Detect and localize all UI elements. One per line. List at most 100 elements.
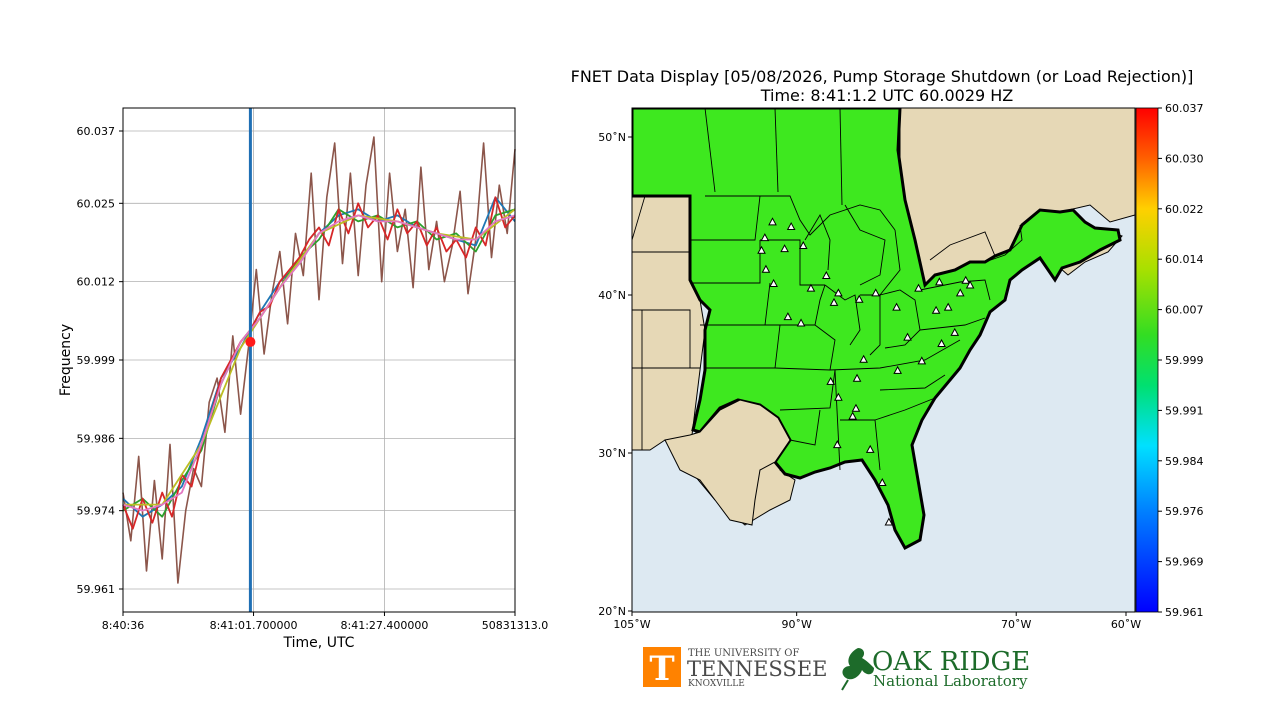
colorbar-tick-label: 59.999 bbox=[1165, 354, 1204, 367]
ut-mark-letter: T bbox=[649, 649, 674, 689]
station-marker bbox=[834, 288, 843, 297]
y-tick-label: 59.986 bbox=[77, 432, 116, 445]
x-axis-label: Time, UTC bbox=[283, 635, 355, 651]
station-marker bbox=[757, 245, 766, 254]
state-border bbox=[765, 284, 826, 326]
station-marker bbox=[917, 356, 927, 365]
station-marker bbox=[871, 288, 881, 297]
station-marker bbox=[884, 517, 894, 526]
station-marker bbox=[965, 280, 975, 289]
station-marker bbox=[768, 217, 777, 226]
state-border bbox=[760, 239, 825, 286]
state-border bbox=[879, 374, 946, 391]
station-marker bbox=[826, 376, 836, 385]
ut-line1: THE UNIVERSITY OF bbox=[688, 648, 799, 659]
western-border bbox=[774, 108, 779, 193]
cursor-marker bbox=[245, 336, 256, 347]
state-border bbox=[844, 204, 886, 286]
colorbar-ticks: 60.037 60.030 60.022 60.014 60.007 59.999 59.9… bbox=[1158, 102, 1204, 619]
state-border bbox=[834, 369, 841, 471]
time-cursor bbox=[245, 108, 256, 612]
map-x-tick-label: 70˚W bbox=[1001, 618, 1031, 631]
map-x-tick-label: 90˚W bbox=[781, 618, 811, 631]
western-border bbox=[632, 195, 646, 241]
state-border bbox=[874, 397, 936, 421]
y-tick-label: 60.012 bbox=[77, 276, 116, 289]
state-border bbox=[760, 195, 896, 236]
station-marker bbox=[935, 277, 944, 286]
x-axis-ticks: 8:40:36 8:41:01.700000 8:41:27.400000 50831… bbox=[102, 612, 548, 632]
map-title-line2: Time: 8:41:1.2 UTC 60.0029 HZ bbox=[760, 86, 1014, 105]
station-marker bbox=[955, 288, 965, 297]
x-tick-label: 8:40:36 bbox=[102, 619, 144, 632]
station-marker bbox=[848, 411, 857, 420]
state-border bbox=[860, 294, 881, 356]
series-line bbox=[122, 136, 516, 584]
grid bbox=[123, 108, 515, 612]
ornl-logo: OAK RIDGE National Laboratory bbox=[841, 647, 1030, 691]
station-marker bbox=[950, 327, 960, 336]
ut-line3: KNOXVILLE bbox=[688, 679, 745, 689]
state-borders bbox=[690, 195, 1023, 471]
station-marker bbox=[961, 275, 971, 284]
y-axis-label: Frequency bbox=[58, 324, 74, 396]
station-marker bbox=[761, 264, 771, 273]
ut-mark bbox=[643, 647, 681, 687]
station-marker bbox=[760, 233, 770, 242]
state-border bbox=[789, 409, 821, 446]
map-x-tick-label: 60˚W bbox=[1111, 618, 1141, 631]
y-tick-label: 60.037 bbox=[77, 125, 116, 138]
map-y-tick-label: 20˚N bbox=[598, 605, 626, 618]
x-tick-label: 8:41:27.400000 bbox=[341, 619, 429, 632]
series-line bbox=[122, 196, 516, 530]
y-tick-label: 60.025 bbox=[77, 197, 116, 210]
station-marker bbox=[914, 283, 923, 292]
station-marker bbox=[892, 302, 901, 311]
map-y-tick-label: 30˚N bbox=[598, 447, 626, 460]
station-marker bbox=[859, 354, 868, 363]
map-title-line1: FNET Data Display [05/08/2026, Pump Stor… bbox=[571, 67, 1194, 86]
colorbar-tick-label: 60.007 bbox=[1165, 304, 1204, 317]
station-marker bbox=[806, 283, 816, 292]
state-border bbox=[984, 224, 1023, 263]
stations-layer bbox=[757, 217, 975, 526]
colorbar-tick-label: 59.984 bbox=[1165, 455, 1204, 468]
y-tick-label: 59.974 bbox=[77, 505, 116, 518]
oak-leaf-icon bbox=[841, 648, 874, 691]
map-y-ticks: 50˚N 40˚N 30˚N 20˚N bbox=[598, 131, 632, 618]
colorbar-gradient bbox=[1136, 108, 1158, 612]
colorbar: 60.037 60.030 60.022 60.014 60.007 59.999 59.9… bbox=[1135, 102, 1204, 619]
station-marker bbox=[798, 240, 808, 250]
state-border bbox=[690, 240, 761, 284]
colorbar-tick-label: 60.022 bbox=[1165, 203, 1204, 216]
x-tick-label: 8:41:01.700000 bbox=[210, 619, 298, 632]
texas-land bbox=[664, 399, 791, 526]
colorbar-tick-label: 60.030 bbox=[1165, 152, 1204, 165]
ornl-line1: OAK RIDGE bbox=[872, 647, 1030, 677]
y-axis-ticks: 59.961 59.974 59.986 59.999 60.012 60.025 60.0… bbox=[77, 125, 123, 596]
state-border bbox=[879, 229, 901, 296]
station-marker bbox=[832, 440, 842, 449]
y-tick-label: 59.961 bbox=[77, 583, 116, 596]
frequency-chart: 59.961 59.974 59.986 59.999 60.012 60.025 60.0… bbox=[58, 107, 548, 651]
station-marker bbox=[851, 403, 861, 412]
station-marker bbox=[852, 373, 862, 382]
station-marker bbox=[893, 365, 902, 374]
colorbar-tick-label: 59.969 bbox=[1165, 556, 1204, 569]
state-border bbox=[804, 213, 831, 271]
western-border bbox=[839, 108, 843, 206]
state-border bbox=[919, 279, 991, 301]
map-x-ticks: 105˚W 90˚W 70˚W 60˚W bbox=[613, 612, 1141, 631]
colorbar-tick-label: 60.014 bbox=[1165, 253, 1204, 266]
ut-logo: T THE UNIVERSITY OF TENNESSEE KNOXVILLE bbox=[643, 647, 827, 689]
western-border bbox=[632, 309, 691, 368]
station-marker bbox=[821, 270, 831, 280]
station-marker bbox=[865, 444, 875, 453]
colorbar-tick-label: 59.991 bbox=[1165, 404, 1204, 417]
station-marker bbox=[903, 332, 912, 341]
western-border bbox=[704, 108, 716, 193]
map-x-tick-label: 105˚W bbox=[613, 618, 650, 631]
x-tick-label: 50831313.0 bbox=[482, 619, 548, 632]
ornl-line2: National Laboratory bbox=[873, 672, 1028, 690]
station-marker bbox=[834, 392, 843, 401]
